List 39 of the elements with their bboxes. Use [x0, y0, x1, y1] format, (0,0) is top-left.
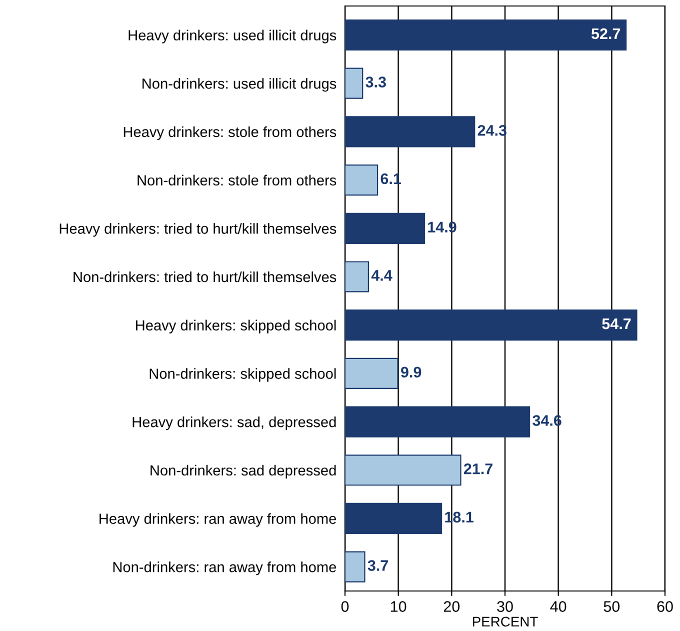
x-tick-label: 60	[657, 601, 673, 612]
data-label: 21.7	[464, 463, 492, 474]
bar	[345, 310, 638, 341]
bar	[345, 116, 476, 148]
data-label: 3.3	[366, 76, 386, 88]
y-tick-label: Heavy drinkers: ran away from home	[100, 513, 336, 527]
bar	[345, 212, 426, 244]
bar	[345, 19, 627, 51]
x-tick-label: 10	[391, 601, 406, 612]
y-tick-label: Heavy drinkers: tried to hurt/kill themselves	[60, 223, 336, 237]
y-tick-label: Non-drinkers: sad depressed	[150, 464, 336, 478]
data-label: 54.7	[602, 318, 631, 330]
bar	[345, 358, 398, 389]
data-label: 3.7	[368, 560, 388, 571]
y-tick-label: Non-drinkers: skipped school	[150, 368, 336, 382]
x-tick-label: 50	[604, 601, 620, 612]
x-tick-label: 0	[341, 601, 349, 612]
bar	[345, 406, 530, 438]
x-tick-label: 20	[444, 601, 460, 612]
bar	[345, 68, 364, 99]
y-tick-label: Heavy drinkers: skipped school	[136, 320, 336, 334]
y-tick-label: Non-drinkers: ran away from home	[113, 562, 336, 576]
x-tick-label: 40	[550, 601, 566, 612]
x-axis-title: PERCENT	[472, 616, 538, 627]
bar	[345, 502, 442, 534]
bar	[345, 164, 378, 196]
y-tick-label: Heavy drinkers: used illicit drugs	[128, 30, 336, 44]
x-tick-label: 30	[497, 601, 513, 612]
y-tick-label: Non-drinkers: stole from others	[138, 174, 336, 186]
y-tick-label: Non-drinkers: tried to hurt/kill themselves	[74, 271, 336, 282]
data-label: 52.7	[591, 28, 620, 40]
bar	[345, 261, 370, 292]
data-label: 9.9	[400, 366, 422, 378]
y-tick-label: Heavy drinkers: sad, depressed	[132, 416, 336, 430]
data-label: 4.4	[371, 270, 392, 281]
bar	[345, 454, 462, 486]
y-tick-label: Heavy drinkers: stole from others	[124, 126, 336, 140]
y-tick-label: Non-drinkers: used illicit drugs	[142, 78, 336, 92]
bar	[345, 551, 366, 582]
